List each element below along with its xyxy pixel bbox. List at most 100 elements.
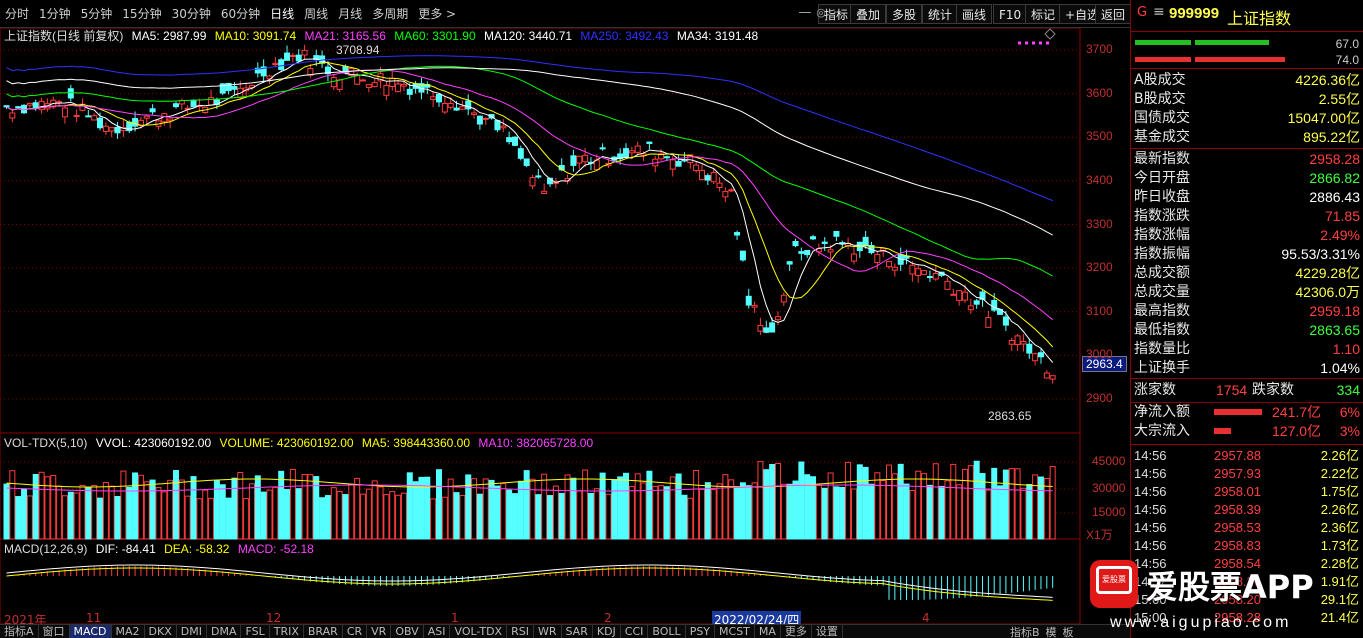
- indicator-tab-6[interactable]: DMA: [207, 625, 242, 638]
- indicator-tab-24[interactable]: 更多: [781, 625, 812, 638]
- indicator-tab-25[interactable]: 设置: [812, 625, 843, 638]
- candle-body: [950, 293, 957, 296]
- volume-bar: [780, 483, 787, 540]
- minimize-icon[interactable]: —: [798, 5, 812, 20]
- candle-body: [909, 264, 916, 275]
- period-tab-0[interactable]: 分时: [5, 6, 30, 21]
- volume-bar: [289, 468, 296, 540]
- flow-value: 241.7亿: [1272, 404, 1322, 420]
- indicator-tab-3[interactable]: MA2: [112, 625, 145, 638]
- candlestick-chart[interactable]: [0, 28, 1130, 624]
- menu-icon[interactable]: ≡: [1153, 4, 1165, 20]
- indicator-tab-7[interactable]: FSL: [241, 625, 270, 638]
- tool-button-7[interactable]: +自选: [1059, 4, 1106, 24]
- indicator-tab-20[interactable]: BOLL: [648, 625, 686, 638]
- summary-row: 国债成交 15047.00亿: [1134, 109, 1362, 128]
- tick-row: 14:56 2958.01 1.75亿: [1130, 483, 1363, 501]
- indicator-tab-22[interactable]: MCST: [715, 625, 755, 638]
- date-tick: 4: [922, 611, 930, 625]
- indicator-tab-8[interactable]: TRIX: [270, 625, 304, 638]
- candle-body: [722, 191, 729, 198]
- period-tab-10[interactable]: 更多 >: [418, 6, 457, 21]
- indicator-tab-19[interactable]: CCI: [621, 625, 649, 638]
- candle-body: [295, 54, 302, 62]
- tick-time: 15:00: [1134, 610, 1167, 625]
- stock-name: 上证指数: [1227, 9, 1292, 28]
- indicator-tab-17[interactable]: SAR: [562, 625, 593, 638]
- indicator-tab-9[interactable]: BRAR: [304, 625, 343, 638]
- indicator-tab-10[interactable]: CR: [343, 625, 368, 638]
- volume-bar: [845, 461, 852, 540]
- period-tab-6[interactable]: 日线: [270, 6, 295, 21]
- volume-bar: [1037, 476, 1044, 540]
- period-tab-4[interactable]: 30分钟: [171, 6, 211, 21]
- candle-body: [745, 295, 752, 306]
- volume-bar: [658, 485, 665, 540]
- indicator-tab-12[interactable]: OBV: [391, 625, 424, 638]
- price-tick: 3400: [1086, 172, 1113, 187]
- bottom-control-0[interactable]: 指标B: [1010, 626, 1040, 638]
- volume-bar: [365, 488, 372, 540]
- indicator-tab-23[interactable]: MA: [755, 625, 781, 638]
- tick-volume: 2.28亿: [1320, 556, 1359, 571]
- period-tab-1[interactable]: 1分钟: [39, 6, 71, 21]
- indicator-tab-15[interactable]: RSI: [507, 625, 534, 638]
- volume-bar: [447, 478, 454, 540]
- volume-bar: [208, 497, 215, 540]
- bottom-control-1[interactable]: 模: [1045, 626, 1057, 638]
- volume-bar: [745, 485, 752, 540]
- period-tab-9[interactable]: 多周期: [372, 6, 409, 21]
- volume-bar: [985, 489, 992, 540]
- candle-body: [1043, 372, 1050, 379]
- flow-bar: [1214, 428, 1231, 434]
- indicator-tab-21[interactable]: PSY: [686, 625, 716, 638]
- volume-bar: [248, 483, 255, 540]
- quote-row: 指数涨幅 2.49%: [1134, 226, 1362, 245]
- candle-body: [330, 77, 337, 88]
- date-tick: 12: [266, 611, 282, 625]
- ma60-line: [6, 65, 1053, 277]
- price-tick: 3200: [1086, 260, 1113, 275]
- period-tab-7[interactable]: 周线: [304, 6, 329, 21]
- volume-bar: [862, 466, 869, 540]
- indicator-tab-1[interactable]: 窗口: [39, 625, 70, 638]
- volume-bar: [284, 489, 291, 540]
- tool-button-1[interactable]: 叠加: [850, 4, 887, 24]
- indicator-tab-18[interactable]: KDJ: [593, 625, 621, 638]
- tick-time: 14:56: [1134, 448, 1167, 463]
- period-tab-3[interactable]: 15分钟: [122, 6, 162, 21]
- indicator-tab-13[interactable]: ASI: [424, 625, 451, 638]
- tool-button-3[interactable]: 统计: [922, 4, 959, 24]
- indicator-tab-14[interactable]: VOL-TDX: [450, 625, 508, 638]
- candle-body: [991, 299, 998, 311]
- indicator-tab-16[interactable]: WR: [534, 625, 562, 638]
- volume-bar: [1049, 466, 1056, 540]
- down-count: 334: [1336, 382, 1360, 398]
- volume-bar: [143, 481, 150, 540]
- quote-row: 今日开盘 2866.82: [1134, 169, 1362, 188]
- volume-bar: [73, 492, 80, 540]
- tool-button-2[interactable]: 多股: [886, 4, 923, 24]
- tool-button-5[interactable]: F10: [993, 4, 1028, 24]
- restore-icon[interactable]: ◎: [816, 6, 826, 19]
- candle-body: [786, 261, 793, 265]
- indicator-tab-4[interactable]: DKX: [145, 625, 177, 638]
- tool-button-0[interactable]: 指标: [818, 4, 855, 24]
- period-tab-2[interactable]: 5分钟: [80, 6, 113, 21]
- indicator-tab-5[interactable]: DMI: [177, 625, 207, 638]
- indicator-tab-2[interactable]: MACD: [69, 625, 112, 638]
- period-tab-5[interactable]: 60分钟: [220, 6, 261, 21]
- tool-button-8[interactable]: 返回: [1095, 4, 1132, 24]
- bottom-control-2[interactable]: 板: [1062, 626, 1074, 638]
- candle-body: [687, 154, 694, 164]
- candle-body: [734, 232, 741, 236]
- flow-percent: 3%: [1339, 423, 1360, 439]
- tick-row: 14:56 2958.39 2.26亿: [1130, 501, 1363, 519]
- indicator-tab-0[interactable]: 指标A: [0, 625, 39, 638]
- period-tab-8[interactable]: 月线: [338, 6, 363, 21]
- volume-bar: [319, 497, 326, 540]
- tool-button-4[interactable]: 画线: [956, 4, 993, 24]
- tool-button-6[interactable]: 标记: [1025, 4, 1062, 24]
- candle-body: [956, 290, 963, 301]
- indicator-tab-11[interactable]: VR: [367, 625, 392, 638]
